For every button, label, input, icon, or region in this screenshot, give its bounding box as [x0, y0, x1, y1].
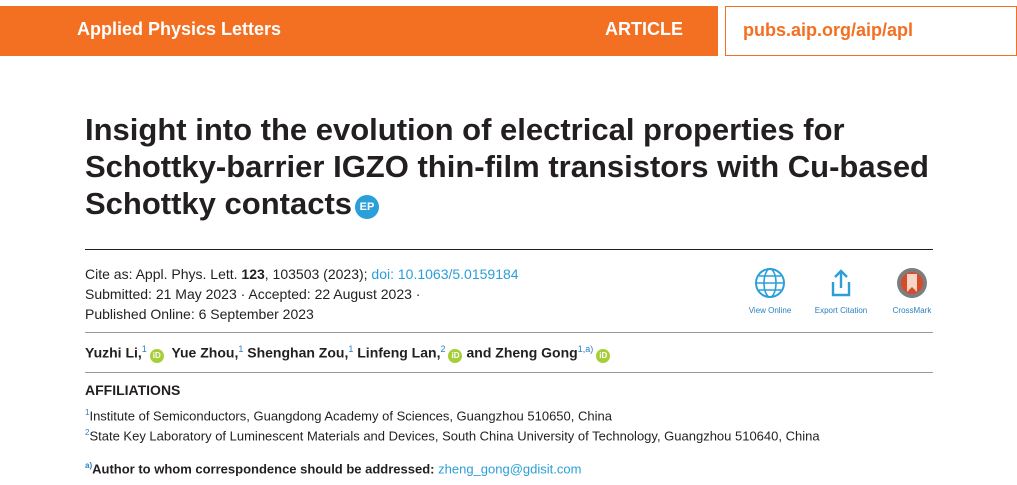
correspondence-label: Author to whom correspondence should be …: [92, 461, 439, 477]
export-citation-button[interactable]: Export Citation: [811, 266, 871, 315]
author-name[interactable]: Linfeng Lan,: [357, 344, 441, 361]
citation-block: Cite as: Appl. Phys. Lett. 123, 103503 (…: [85, 264, 519, 324]
author-list: Yuzhi Li,1iD Yue Zhou,1 Shenghan Zou,1 L…: [85, 344, 614, 363]
divider-top: [85, 249, 933, 250]
affiliations-heading: AFFILIATIONS: [85, 382, 181, 398]
author-affiliation-mark[interactable]: 2: [440, 344, 446, 354]
author-name[interactable]: Yue Zhou,: [171, 344, 239, 361]
correspondence-note: a)Author to whom correspondence should b…: [85, 461, 581, 476]
article-type-label: ARTICLE: [605, 19, 683, 39]
crossmark-button[interactable]: CrossMark: [882, 266, 942, 315]
url-box: [725, 6, 1017, 56]
affiliation-text: State Key Laboratory of Luminescent Mate…: [89, 428, 820, 444]
affiliation-item: 2State Key Laboratory of Luminescent Mat…: [85, 428, 820, 443]
journal-name[interactable]: Applied Physics Letters: [77, 19, 282, 39]
view-online-button[interactable]: View Online: [740, 266, 800, 315]
published-line: Published Online: 6 September 2023: [85, 306, 314, 322]
author-name[interactable]: and Zheng Gong: [466, 344, 578, 361]
journal-url-link[interactable]: pubs.aip.org/aip/apl: [743, 20, 914, 40]
globe-icon: [755, 268, 785, 298]
affiliation-number: 2: [85, 428, 90, 437]
orcid-icon[interactable]: iD: [596, 348, 611, 363]
submitted-line: Submitted: 21 May 2023 · Accepted: 22 Au…: [85, 286, 421, 302]
article-title: Insight into the evolution of electrical…: [85, 111, 945, 222]
affiliation-item: 1Institute of Semiconductors, Guangdong …: [85, 408, 612, 423]
affiliation-number: 1: [85, 408, 90, 417]
author-affiliation-mark[interactable]: 1: [238, 344, 244, 354]
author-affiliation-mark[interactable]: 1,a): [577, 344, 594, 354]
editors-pick-badge[interactable]: EP: [355, 195, 380, 219]
correspondence-mark: a): [85, 461, 93, 470]
cite-line: Cite as: Appl. Phys. Lett. 123, 103503 (…: [85, 264, 519, 284]
doi-link[interactable]: doi: 10.1063/5.0159184: [371, 266, 519, 282]
author-affiliation-mark[interactable]: 1: [348, 344, 354, 354]
cite-pages: , 103503 (2023);: [264, 266, 372, 282]
crossmark-icon: [897, 268, 927, 298]
export-citation-label: Export Citation: [814, 306, 868, 315]
cite-prefix: Cite as: Appl. Phys. Lett.: [85, 266, 242, 282]
divider-mid: [85, 332, 933, 333]
author-name[interactable]: Yuzhi Li,: [85, 344, 142, 361]
crossmark-label: CrossMark: [892, 306, 932, 315]
author-affiliation-mark[interactable]: 1: [141, 344, 147, 354]
export-icon: [831, 269, 851, 297]
author-name[interactable]: Shenghan Zou,: [247, 344, 349, 361]
orcid-icon[interactable]: iD: [448, 348, 463, 363]
view-online-label: View Online: [748, 306, 792, 315]
affiliation-text: Institute of Semiconductors, Guangdong A…: [89, 408, 612, 424]
orcid-icon[interactable]: iD: [149, 348, 164, 363]
email-link[interactable]: zheng_gong@gdisit.com: [438, 461, 582, 477]
journal-banner: [0, 6, 718, 56]
article-title-text: Insight into the evolution of electrical…: [85, 112, 929, 221]
cite-volume: 123: [241, 266, 265, 282]
divider-authors: [85, 372, 933, 373]
